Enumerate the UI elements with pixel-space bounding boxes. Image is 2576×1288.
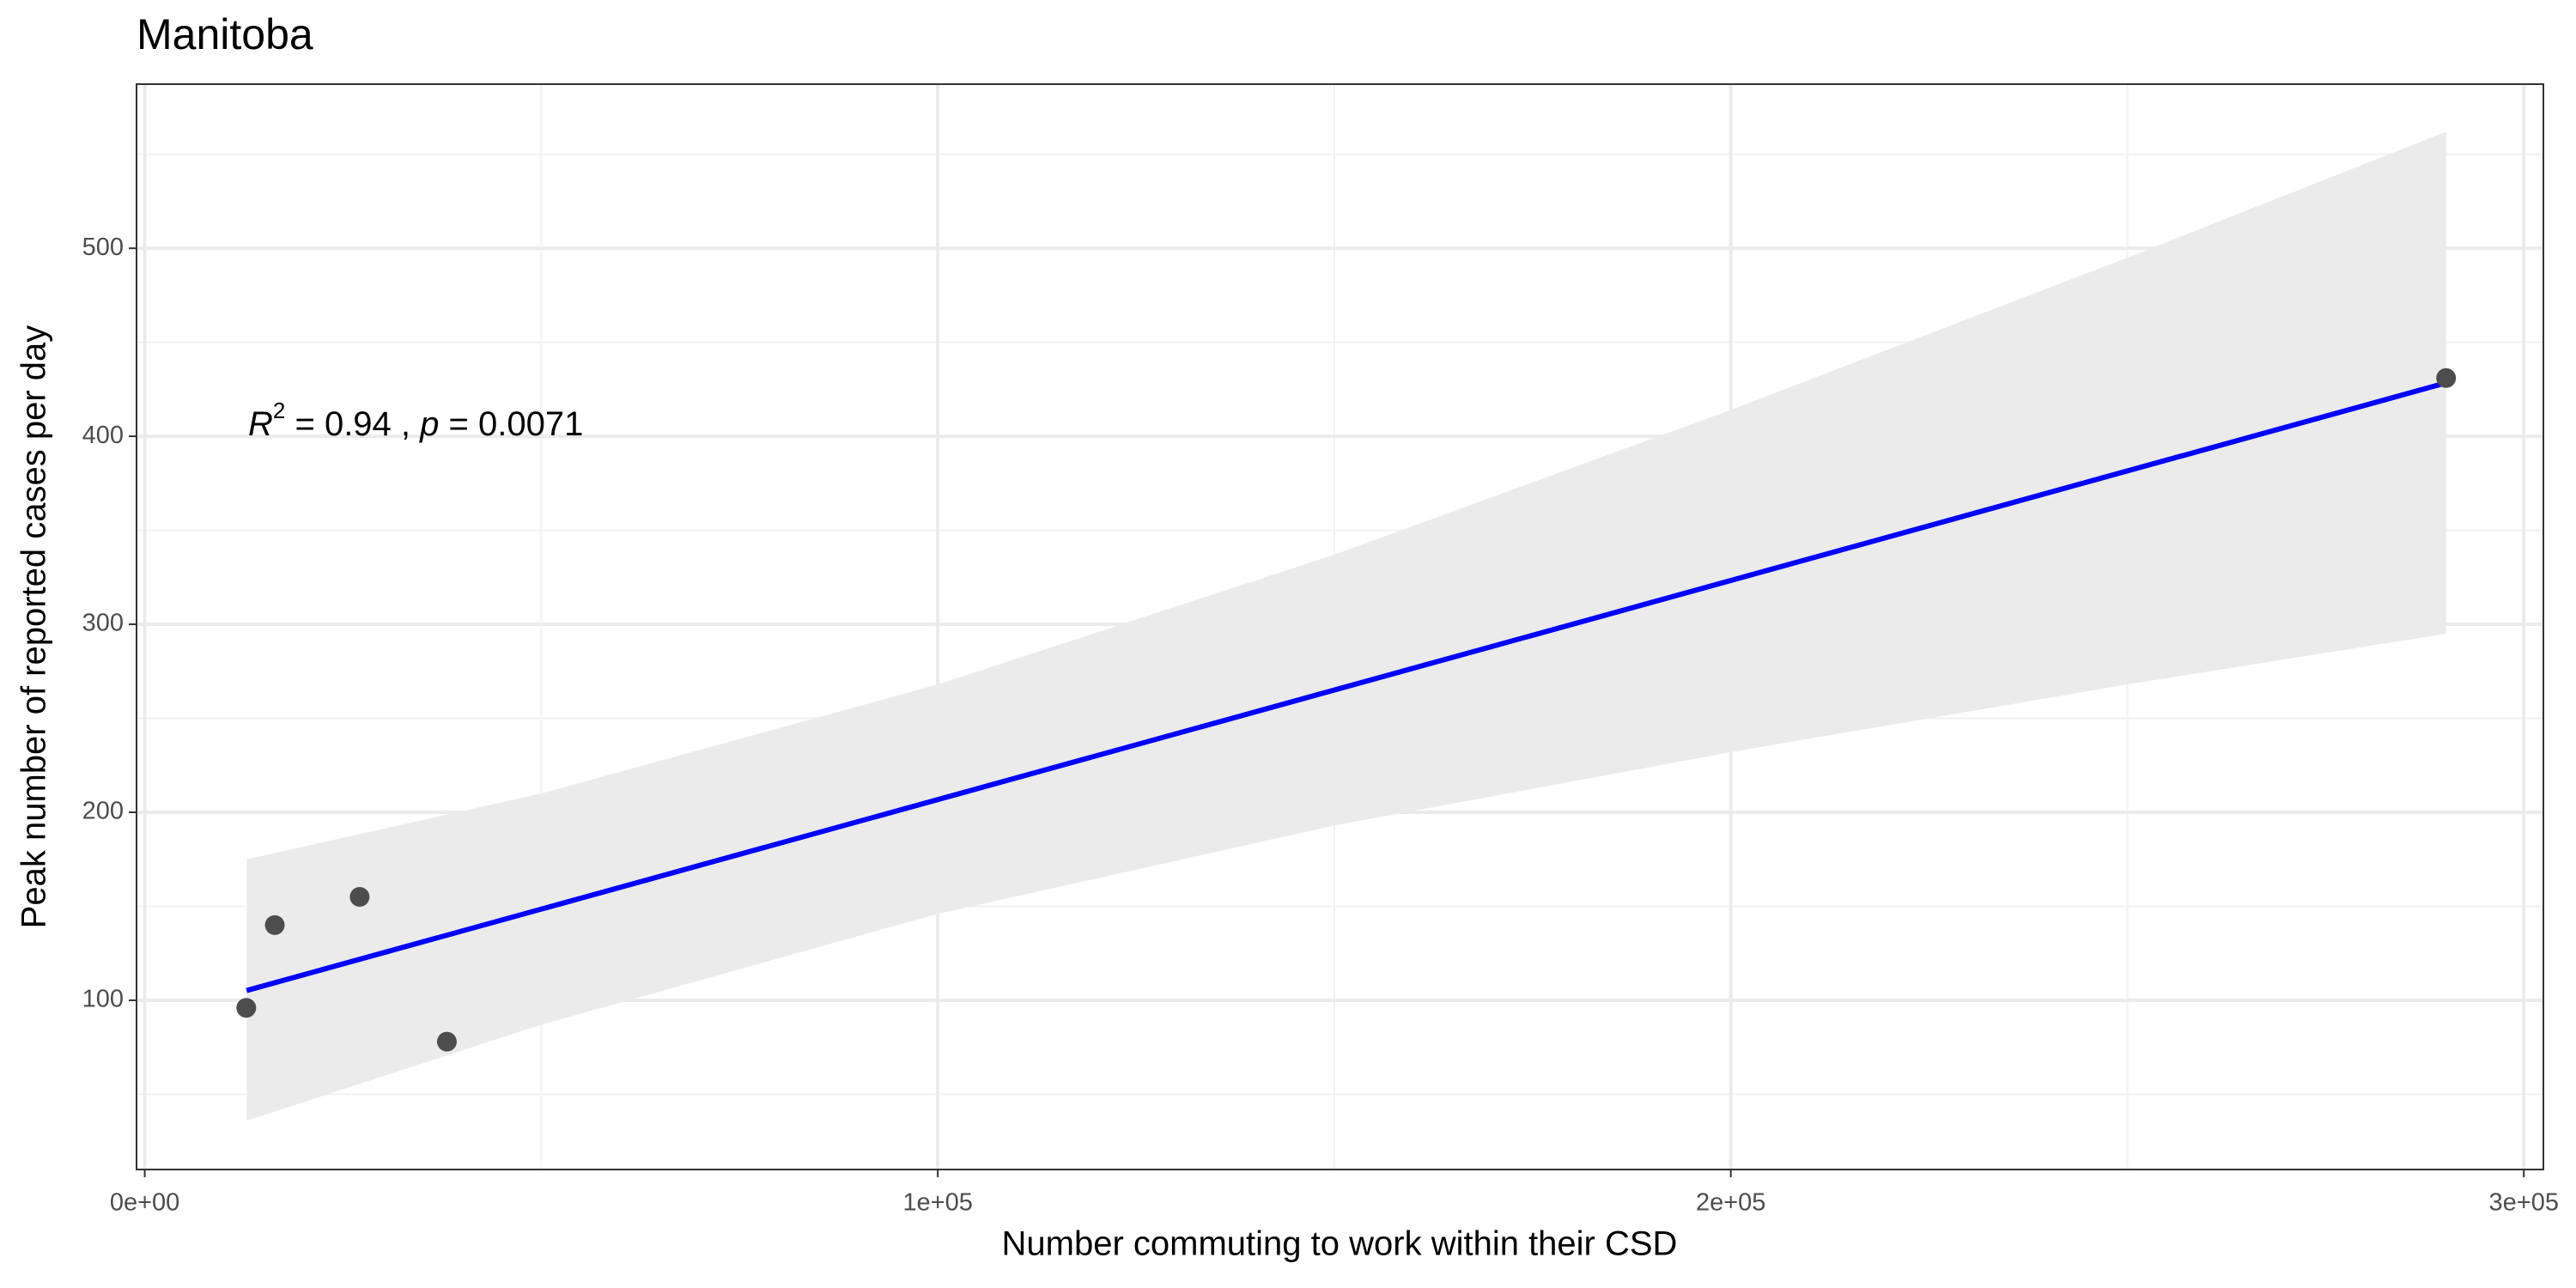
y-tick-label: 100 [82, 986, 124, 1013]
point [236, 998, 257, 1018]
chart-title: Manitoba [137, 10, 313, 58]
x-tick-label: 0e+00 [110, 1189, 179, 1217]
y-tick-label: 500 [82, 234, 124, 261]
y-tick-label: 400 [82, 422, 124, 449]
point [349, 887, 370, 908]
annotation-r: R [248, 405, 273, 443]
annotation-p-text: = 0.0071 [439, 405, 583, 443]
x-axis-title: Number commuting to work within their CS… [1002, 1225, 1678, 1263]
fit-line [246, 380, 2447, 993]
x-tick-label: 1e+05 [902, 1189, 972, 1217]
confidence-band [246, 131, 2446, 1121]
x-tick-label: 3e+05 [2489, 1189, 2559, 1217]
y-tick-label: 300 [82, 610, 124, 637]
panel-border [136, 83, 2544, 1170]
annotation-p: p [419, 405, 439, 443]
y-axis-title: Peak number of reported cases per day [15, 325, 53, 929]
point [436, 1031, 457, 1052]
annotation-r-exp: 2 [273, 398, 285, 423]
y-tick-label: 200 [82, 798, 124, 825]
annotation: R2 = 0.94 , p = 0.0071 [248, 398, 583, 443]
point [2436, 368, 2457, 388]
annotation-r-text: = 0.94 , [285, 405, 420, 443]
point [264, 914, 285, 935]
x-tick-label: 2e+05 [1696, 1189, 1765, 1217]
